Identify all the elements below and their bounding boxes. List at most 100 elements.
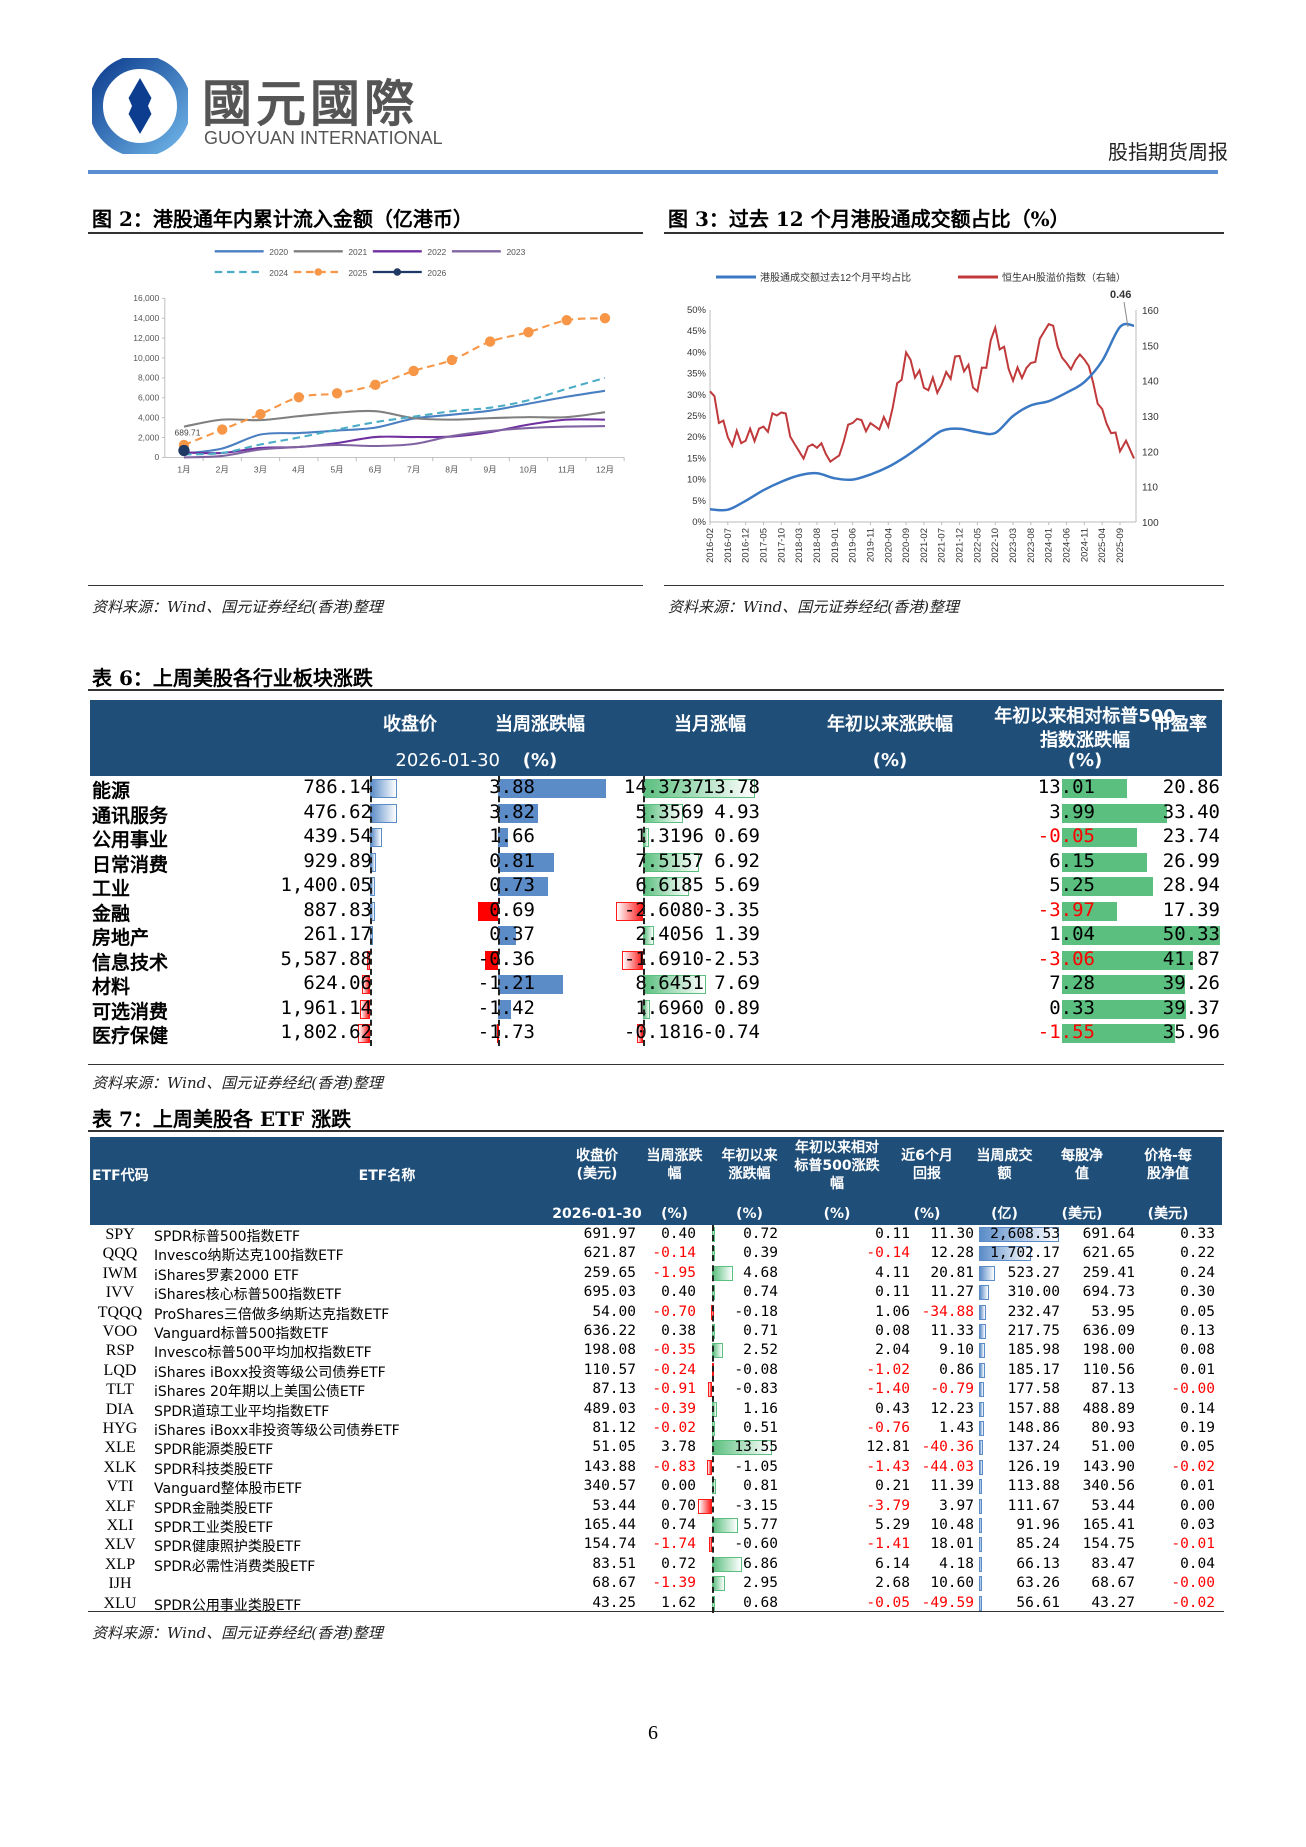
svg-text:14,000: 14,000 (133, 313, 159, 323)
table7-body: SPY SPDR标普500指数ETF 691.97 0.40 0.72 0.11 11.30… (90, 1225, 1222, 1614)
etf-name: Invesco标普500平均加权指数ETF (154, 1345, 372, 1362)
week-change: -1.21 (477, 972, 535, 994)
ytd-change: 5.77 (743, 1517, 778, 1533)
svg-text:0%: 0% (692, 517, 706, 528)
month-change: 8.6451 (635, 972, 704, 994)
week-change: 0.72 (661, 1555, 696, 1572)
etf-name: SPDR金融类股ETF (154, 1500, 274, 1517)
etf-code: VOO (102, 1323, 138, 1340)
week-change: 0.40 (661, 1284, 696, 1301)
table-row: XLV SPDR健康照护类股ETF 154.74 -1.74 -0.60 -1.41 18.… (90, 1535, 1222, 1556)
close-price: 621.87 (583, 1245, 636, 1262)
table-row: SPY SPDR标普500指数ETF 691.97 0.40 0.72 0.11 11.30… (90, 1225, 1222, 1245)
week-change: 1.62 (661, 1594, 696, 1611)
data-bar (1062, 828, 1137, 847)
svg-text:35%: 35% (687, 369, 707, 380)
relative-change: 0.11 (875, 1226, 910, 1242)
ytd-change: 0.74 (743, 1284, 778, 1301)
figure2-chart: 2020 2021 2022 2023 2024 2025 2026 0 2,000 4,000 6… (95, 240, 645, 560)
relative-change: 0.21 (875, 1478, 910, 1495)
svg-text:11月: 11月 (558, 464, 575, 474)
svg-text:0.46: 0.46 (1110, 289, 1131, 301)
close-price: 786.14 (303, 776, 372, 798)
close-price: 5,587.88 (280, 947, 372, 970)
relative-change: 3.99 (1049, 800, 1095, 823)
cumulative-inflow-line-chart: 2020 2021 2022 2023 2024 2025 2026 0 2,000 4,000 6… (133, 247, 625, 474)
figure3-title-rule (664, 232, 1224, 234)
svg-text:150: 150 (1142, 341, 1159, 352)
relative-change: -0.14 (866, 1245, 910, 1262)
month-change: 7.5157 (635, 849, 704, 872)
close-price: 43.25 (592, 1594, 636, 1611)
relative-change: -0.05 (866, 1594, 910, 1611)
weekly-turnover: 185.17 (1007, 1361, 1060, 1378)
relative-change: 7.28 (1049, 972, 1095, 994)
col-unit-prem: (美元) (1147, 1206, 1189, 1222)
weekly-turnover: 148.86 (1007, 1420, 1060, 1436)
table6-title-rule (88, 689, 1224, 691)
premium: 0.22 (1180, 1245, 1215, 1262)
svg-text:2025: 2025 (348, 268, 367, 278)
col-rel-header-2: 指数涨跌幅 (1040, 730, 1130, 751)
report-name: 股指期货周报 (1108, 140, 1228, 164)
premium: 0.04 (1180, 1555, 1215, 1572)
data-bar (979, 1285, 989, 1301)
nav-per-share: 165.41 (1082, 1517, 1135, 1533)
data-bar (1062, 1024, 1175, 1043)
data-bar (979, 1304, 987, 1320)
close-price: 695.03 (583, 1284, 636, 1301)
table-row: IWM iShares罗素2000 ETF 259.65 -1.95 4.68 4.11 2… (90, 1264, 1222, 1284)
zero-axis-line (643, 776, 645, 1046)
svg-text:2021-07: 2021-07 (937, 528, 948, 563)
week-change: 0.00 (661, 1478, 696, 1495)
six-month-return: 20.81 (930, 1264, 974, 1281)
svg-text:2016-12: 2016-12 (741, 528, 752, 563)
sector-name: 通讯服务 (92, 804, 169, 827)
data-bar (357, 1024, 370, 1043)
etf-name: iShares 20年期以上美国公债ETF (154, 1384, 366, 1401)
etf-name: SPDR科技类股ETF (154, 1461, 274, 1478)
etf-name: SPDR工业类股ETF (154, 1520, 274, 1536)
month-change: 5.3569 (635, 800, 704, 823)
data-bar (979, 1382, 985, 1398)
week-change: -1.95 (652, 1264, 696, 1281)
week-change: -0.70 (652, 1303, 696, 1320)
table-row: VTI Vanguard整体股市ETF 340.57 0.00 0.81 0.21 11.3… (90, 1477, 1222, 1497)
etf-code: RSP (105, 1342, 135, 1360)
week-change: -0.36 (477, 947, 535, 970)
table-row: QQQ Invesco纳斯达克100指数ETF 621.87 -0.14 0.39 -0.… (90, 1244, 1222, 1264)
weekly-turnover: 1,702.17 (990, 1245, 1060, 1262)
col-week-header: 当周涨跌幅 (495, 714, 585, 735)
svg-text:1月: 1月 (177, 464, 190, 474)
nav-per-share: 51.00 (1091, 1439, 1135, 1456)
col-ytd-unit: (%) (872, 750, 908, 771)
relative-change: 2.04 (875, 1342, 910, 1359)
etf-name: SPDR健康照护类股ETF (154, 1539, 302, 1556)
etf-name: iShares核心标普500指数ETF (154, 1287, 342, 1304)
nav-per-share: 694.73 (1082, 1284, 1135, 1301)
week-change: 0.73 (489, 874, 535, 896)
table6-header: 收盘价 2026-01-30 当周涨跌幅 (%) 当月涨幅 年初以来涨跌幅 (%… (90, 700, 1222, 776)
svg-text:2023-03: 2023-03 (1008, 528, 1019, 563)
table-row: 公用事业 439.54 1.66 1.3196 0.69 -0.05 23.74 (90, 825, 1222, 851)
data-bar (367, 950, 370, 970)
legend-item-2021: 2021 (293, 247, 367, 257)
legend-item-2025: 2025 (293, 268, 367, 278)
svg-text:2022: 2022 (427, 247, 446, 257)
pe-ratio: 28.94 (1162, 874, 1220, 896)
pe-ratio: 33.40 (1162, 800, 1220, 823)
premium: -0.00 (1171, 1575, 1215, 1592)
col-rel-unit: (%) (1067, 750, 1103, 771)
table-row: 信息技术 5,587.88 -0.36 -1.6910 -2.53 -3.06 41.87 (90, 947, 1222, 974)
ytd-change: -0.08 (734, 1361, 778, 1378)
week-change: -0.02 (652, 1420, 696, 1436)
nav-per-share: 198.00 (1082, 1342, 1135, 1359)
chart3-legend: 港股通成交额过去12个月平均占比 恒生AH股溢价指数（右轴） (716, 271, 1126, 284)
legend-item-2024: 2024 (214, 268, 288, 278)
nav-per-share: 53.95 (1091, 1303, 1135, 1320)
svg-text:16,000: 16,000 (133, 293, 159, 303)
close-price: 143.88 (583, 1458, 636, 1475)
premium: 0.19 (1180, 1420, 1215, 1436)
close-price: 51.05 (592, 1439, 636, 1456)
etf-code: VTI (106, 1478, 134, 1496)
